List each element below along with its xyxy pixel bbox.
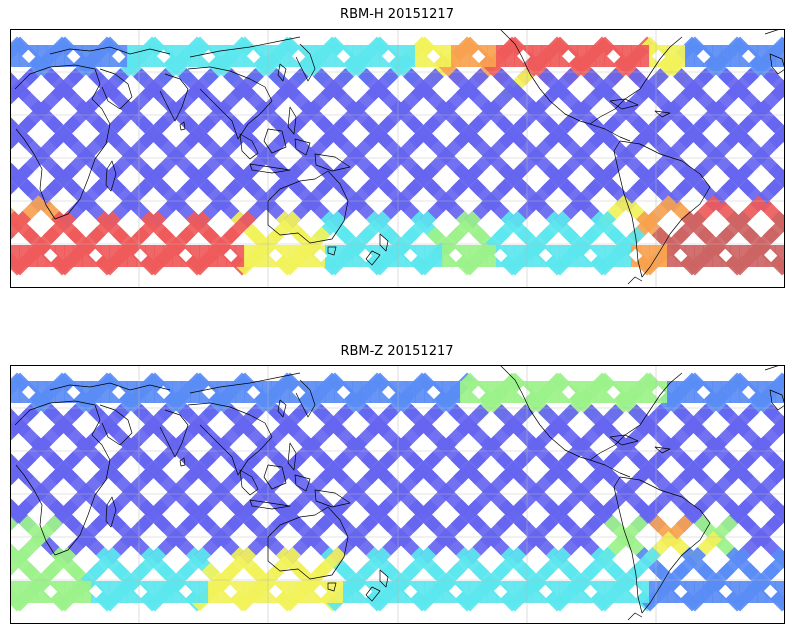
map-rbm-h — [10, 29, 785, 288]
panel-rbm-z: RBM-Z 20151217 — [0, 316, 794, 633]
panel-rbm-h: RBM-H 20151217 — [0, 0, 794, 316]
panel-title: RBM-Z 20151217 — [340, 344, 454, 359]
panel-title: RBM-H 20151217 — [340, 7, 454, 22]
map-rbm-z — [10, 365, 785, 624]
